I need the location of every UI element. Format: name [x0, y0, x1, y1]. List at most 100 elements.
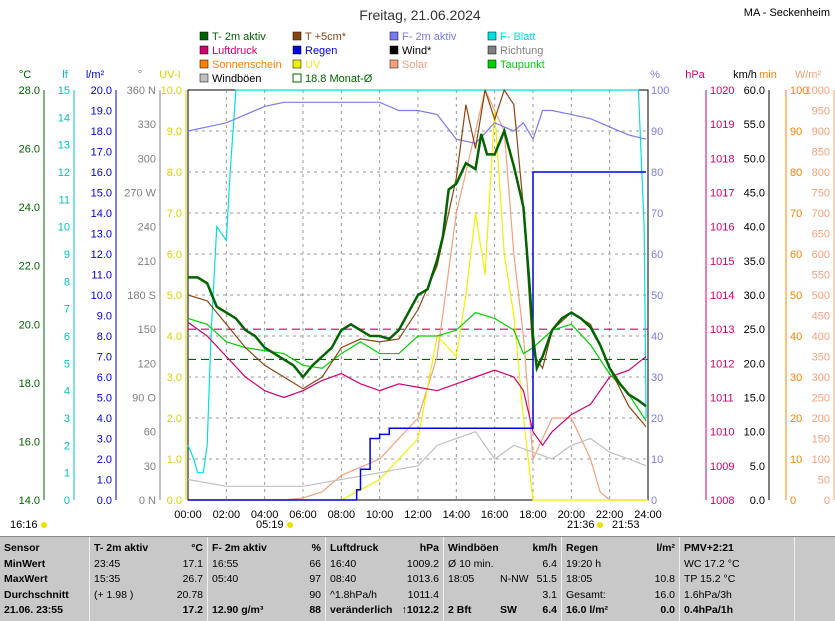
- stat-mid: SW: [500, 604, 517, 616]
- x-tick-label: 24:00: [634, 509, 662, 521]
- axis-tick-label: 60: [790, 249, 802, 261]
- axis-tick-label: 1014: [710, 290, 734, 302]
- stat-label: 16.0 l/m²: [566, 604, 609, 616]
- axis-tick-label: 40: [651, 331, 663, 343]
- axis-tick-label: 10.0: [161, 85, 182, 97]
- axis-tick-label: 0.0: [167, 495, 182, 507]
- stat-row: 2 Bft SW 6.4: [448, 603, 557, 618]
- stat-row: 21.06. 23:55: [4, 603, 85, 618]
- stat-header: PMV+2:21: [684, 541, 790, 556]
- axis-tick-label: 400: [812, 331, 830, 343]
- stat-row: 08:40 1013.6: [330, 572, 439, 587]
- axis-tick-label: 5: [64, 358, 70, 370]
- stat-header: Luftdruck hPa: [330, 541, 439, 556]
- axis-tick-label: 35.0: [744, 256, 765, 268]
- axis-tick-label: 1015: [710, 256, 734, 268]
- stat-value: °C: [191, 542, 203, 554]
- legend-label: Sonnenschein: [212, 59, 282, 71]
- x-tick-label: 20:00: [558, 509, 586, 521]
- legend-swatch: [292, 73, 302, 83]
- stat-value: 51.5: [536, 573, 557, 585]
- axis-tick-label: 90: [790, 126, 802, 138]
- stat-label: Gesamt:: [566, 588, 606, 601]
- axis-tick-label: 9.0: [167, 126, 182, 138]
- sun-icon: [287, 522, 293, 528]
- axis-tick-label: 18.0: [19, 378, 40, 390]
- legend-item: UV: [292, 59, 321, 71]
- axis-tick-label: 14.0: [91, 208, 112, 220]
- axis-tick-label: 2.0: [97, 454, 112, 466]
- axis-tick-label: 15.0: [91, 188, 112, 200]
- axis-tick-label: 210: [138, 256, 156, 268]
- axis-tick-label: 18.0: [91, 126, 112, 138]
- legend-swatch: [199, 31, 209, 41]
- dusk-time: 21:53: [612, 519, 640, 531]
- axis-unit: W/m²: [795, 69, 822, 81]
- axis-tick-label: 16.0: [19, 436, 40, 448]
- axis-tick-label: 1009: [710, 461, 734, 473]
- axis-4: UV-I 10.0 9.0 8.0 7.0 6.0 5.0 4.0 3.0 2.0 1.0 0.0: [159, 69, 187, 507]
- stat-label: Regen: [566, 542, 599, 554]
- legend-label: F- 2m aktiv: [402, 31, 457, 43]
- axis-tick-label: 1000: [806, 85, 830, 97]
- stat-row: 18:05 10.8: [566, 572, 675, 587]
- axis-tick-label: 0.0: [97, 495, 112, 507]
- axis-tick-label: 600: [812, 249, 830, 261]
- axis-tick-label: 250: [812, 393, 830, 405]
- stat-column: F- 2m aktiv% 16:55 66 05:40 97 90 12.90 g/m³ 88: [208, 537, 326, 621]
- axis-tick-label: 90: [651, 126, 663, 138]
- location-label: MA - Seckenheim: [744, 7, 830, 19]
- axis-tick-label: 500: [812, 290, 830, 302]
- axis-tick-label: 1.0: [97, 475, 112, 487]
- axis-tick-label: 1018: [710, 153, 734, 165]
- stat-value: 1009.2: [406, 557, 439, 570]
- axis-tick-label: 360 N: [127, 85, 156, 97]
- axis-tick-label: 10.0: [91, 290, 112, 302]
- x-tick-label: 08:00: [328, 509, 356, 521]
- stat-label: 16:40: [330, 557, 357, 570]
- series-windb-en: [187, 430, 647, 487]
- axis-9: W/m²100095090085080075070065060055050045…: [795, 69, 835, 507]
- axis-tick-label: 50.0: [744, 153, 765, 165]
- axis-unit: °C: [19, 69, 31, 81]
- stat-label: F- 2m aktiv: [212, 542, 267, 554]
- axis-tick-label: 6.0: [97, 372, 112, 384]
- axis-tick-label: 150: [812, 434, 830, 446]
- axis-tick-label: 350: [812, 352, 830, 364]
- axis-tick-label: 1012: [710, 358, 734, 370]
- axis-tick-label: 80: [651, 167, 663, 179]
- stat-label: Durchschnitt: [4, 588, 69, 601]
- legend-label: Wind*: [402, 45, 432, 57]
- stat-label: Ø 10 min.: [448, 557, 494, 570]
- sunset-time: 21:36: [567, 519, 595, 531]
- axis-tick-label: 50: [818, 475, 830, 487]
- x-tick-label: 00:00: [174, 509, 202, 521]
- stat-value: 17.2: [182, 604, 203, 616]
- axis-tick-label: 1017: [710, 188, 734, 200]
- stat-header: F- 2m aktiv%: [212, 541, 321, 556]
- stat-label: (+ 1.98 ): [94, 588, 134, 601]
- axis-tick-label: 20.0: [19, 319, 40, 331]
- x-tick-label: 10:00: [366, 509, 394, 521]
- stat-label: 18:05: [566, 573, 593, 585]
- axis-tick-label: 100: [651, 85, 669, 97]
- axis-tick-label: 4: [64, 386, 70, 398]
- axis-tick-label: 26.0: [19, 144, 40, 156]
- axis-7: km/h 60.0 55.0 50.0 45.0 40.0 35.0 30.0 25.0 20.0…: [733, 69, 770, 507]
- sun-icon: [597, 522, 603, 528]
- axis-tick-label: 20.0: [91, 85, 112, 97]
- axis-tick-label: 300: [812, 372, 830, 384]
- x-tick-label: 06:00: [289, 509, 317, 521]
- axis-tick-label: 10: [790, 454, 802, 466]
- series-uv: [188, 110, 648, 501]
- axis-tick-label: 70: [790, 208, 802, 220]
- legend-swatch: [487, 45, 497, 55]
- axis-tick-label: 1011: [710, 393, 734, 405]
- axis-tick-label: 15.0: [744, 393, 765, 405]
- axis-tick-label: 1013: [710, 324, 734, 336]
- axis-unit: l/m²: [86, 69, 105, 81]
- stat-label: 19:20 h: [566, 557, 602, 570]
- stat-header: T- 2m aktiv °C: [94, 541, 203, 556]
- axis-2: l/m² 20.0 19.0 18.0 17.0 16.0 15.0 14.0 13.0 12.0…: [86, 69, 117, 507]
- axis-tick-label: 1008: [710, 495, 734, 507]
